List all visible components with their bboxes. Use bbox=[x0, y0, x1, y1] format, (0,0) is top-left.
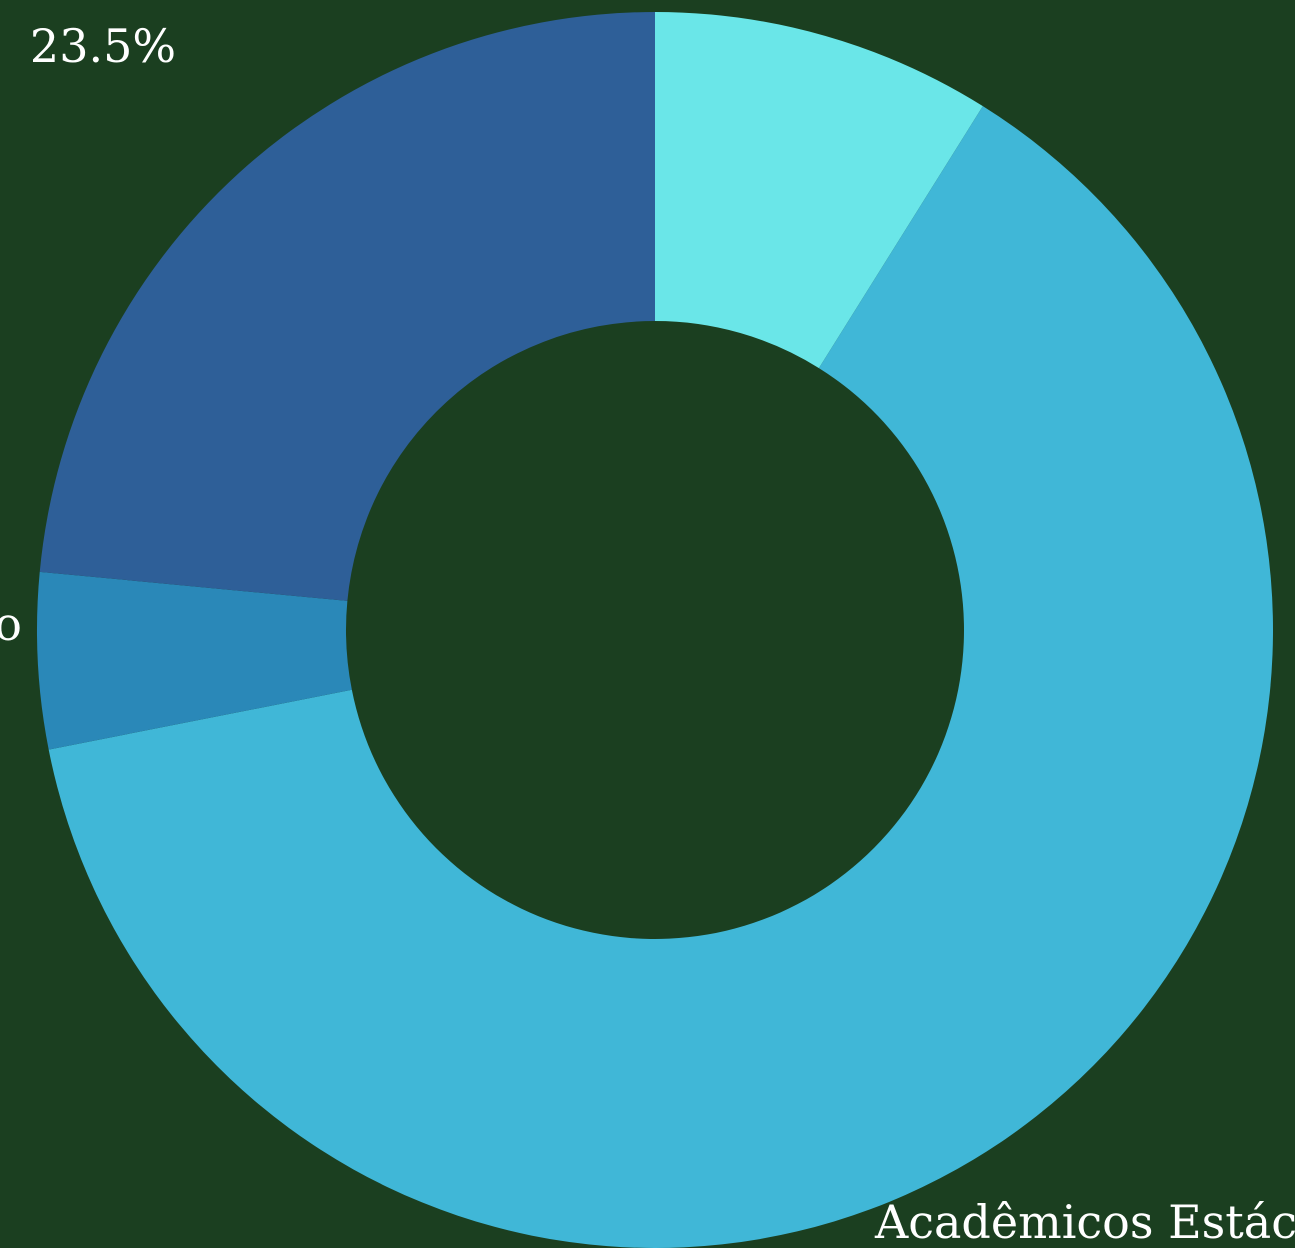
value-label: 23.5% bbox=[30, 19, 176, 73]
donut-slice bbox=[48, 106, 1273, 1248]
donut-slice bbox=[655, 12, 983, 369]
slice-label: Acadêmicos Estáci bbox=[874, 1195, 1295, 1248]
donut-slice bbox=[39, 12, 656, 601]
slice-label: o bbox=[0, 597, 22, 651]
donut-slice bbox=[37, 571, 352, 750]
